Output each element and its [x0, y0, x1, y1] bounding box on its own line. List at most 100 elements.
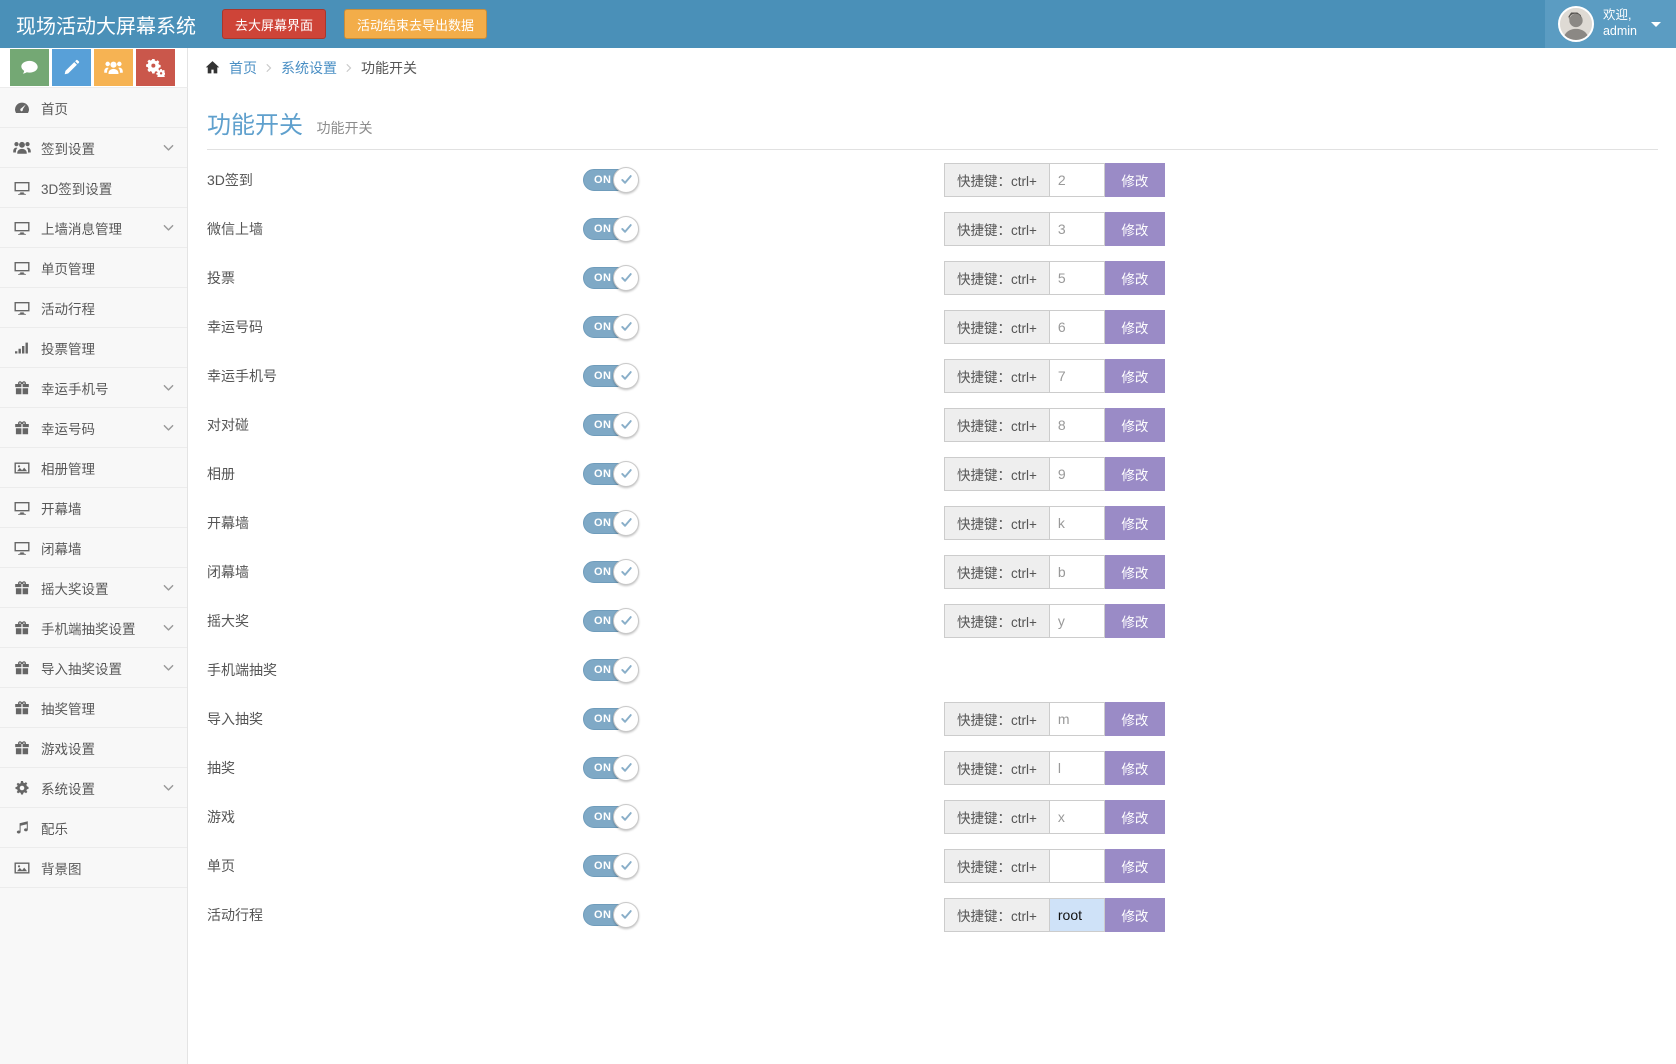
chevron-right-icon — [266, 63, 272, 73]
shortcut-key-input[interactable] — [1049, 750, 1105, 785]
shortcut-key-input[interactable] — [1049, 260, 1105, 295]
modify-button[interactable]: 修改 — [1104, 701, 1165, 736]
modify-button[interactable]: 修改 — [1104, 211, 1165, 246]
modify-button[interactable]: 修改 — [1104, 505, 1165, 540]
sidebar-item-11[interactable]: 闭幕墙 — [0, 528, 187, 568]
modify-button[interactable]: 修改 — [1104, 799, 1165, 834]
feature-toggle[interactable]: ON — [583, 264, 639, 291]
quick-pencil-button[interactable] — [52, 49, 91, 86]
feature-toggle[interactable]: ON — [583, 852, 639, 879]
sidebar-item-4[interactable]: 单页管理 — [0, 248, 187, 288]
modify-button[interactable]: 修改 — [1104, 162, 1165, 197]
sidebar-item-1[interactable]: 签到设置 — [0, 128, 187, 168]
sidebar-item-9[interactable]: 相册管理 — [0, 448, 187, 488]
sidebar-item-10[interactable]: 开幕墙 — [0, 488, 187, 528]
chevron-down-icon — [163, 664, 174, 672]
shortcut-key-input[interactable] — [1049, 456, 1105, 491]
shortcut-group: 快捷键：ctrl+ 修改 — [944, 701, 1165, 736]
shortcut-key-input[interactable] — [1049, 799, 1105, 834]
shortcut-group: 快捷键：ctrl+ 修改 — [944, 848, 1165, 883]
feature-label: 闭幕墙 — [207, 563, 249, 580]
feature-toggle[interactable]: ON — [583, 656, 639, 683]
modify-button[interactable]: 修改 — [1104, 407, 1165, 442]
modify-button[interactable]: 修改 — [1104, 358, 1165, 393]
shortcut-key-input[interactable] — [1049, 848, 1105, 883]
modify-button[interactable]: 修改 — [1104, 897, 1165, 932]
shortcut-key-input[interactable] — [1049, 505, 1105, 540]
modify-button[interactable]: 修改 — [1104, 554, 1165, 589]
shortcut-key-input[interactable] — [1049, 407, 1105, 442]
toggle-knob — [613, 558, 639, 585]
sidebar-item-17[interactable]: 系统设置 — [0, 768, 187, 808]
shortcut-key-input[interactable] — [1049, 603, 1105, 638]
shortcut-prefix-label: 快捷键：ctrl+ — [944, 456, 1050, 491]
feature-toggle[interactable]: ON — [583, 607, 639, 634]
feature-toggle[interactable]: ON — [583, 362, 639, 389]
feature-toggle[interactable]: ON — [583, 558, 639, 585]
feature-toggle[interactable]: ON — [583, 509, 639, 536]
toggle-knob — [613, 803, 639, 830]
modify-button[interactable]: 修改 — [1104, 848, 1165, 883]
modify-button[interactable]: 修改 — [1104, 309, 1165, 344]
sidebar-item-13[interactable]: 手机端抽奖设置 — [0, 608, 187, 648]
shortcut-key-input[interactable] — [1049, 162, 1105, 197]
shortcut-key-input[interactable] — [1049, 309, 1105, 344]
modify-button[interactable]: 修改 — [1104, 260, 1165, 295]
sidebar-item-5[interactable]: 活动行程 — [0, 288, 187, 328]
export-data-button[interactable]: 活动结束去导出数据 — [344, 9, 488, 39]
feature-toggle[interactable]: ON — [583, 460, 639, 487]
modify-button[interactable]: 修改 — [1104, 603, 1165, 638]
shortcut-key-input[interactable] — [1049, 358, 1105, 393]
feature-toggle[interactable]: ON — [583, 166, 639, 193]
user-menu[interactable]: 欢迎, admin — [1544, 0, 1676, 48]
feature-toggle[interactable]: ON — [583, 215, 639, 242]
breadcrumb-settings-link[interactable]: 系统设置 — [281, 59, 337, 76]
sidebar-item-18[interactable]: 配乐 — [0, 808, 187, 848]
sidebar-item-0[interactable]: 首页 — [0, 88, 187, 128]
sidebar-item-3[interactable]: 上墙消息管理 — [0, 208, 187, 248]
shortcut-prefix-label: 快捷键：ctrl+ — [944, 162, 1050, 197]
breadcrumb-home-link[interactable]: 首页 — [229, 59, 257, 76]
feature-toggle[interactable]: ON — [583, 901, 639, 928]
sidebar-item-12[interactable]: 摇大奖设置 — [0, 568, 187, 608]
shortcut-key-input[interactable] — [1049, 211, 1105, 246]
sidebar-item-2[interactable]: 3D签到设置 — [0, 168, 187, 208]
shortcut-key-input[interactable] — [1049, 701, 1105, 736]
feature-toggle[interactable]: ON — [583, 754, 639, 781]
shortcut-group: 快捷键：ctrl+ 修改 — [944, 897, 1165, 932]
chevron-down-icon — [163, 384, 174, 392]
big-screen-button[interactable]: 去大屏幕界面 — [222, 9, 327, 39]
feature-toggle[interactable]: ON — [583, 411, 639, 438]
chart-icon — [13, 340, 31, 356]
toggle-knob — [613, 166, 639, 193]
quick-cogs-button[interactable] — [136, 49, 175, 86]
sidebar-item-19[interactable]: 背景图 — [0, 848, 187, 888]
main-content: 功能开关 功能开关 3D签到 ON 快捷键：ctrl+ 修改 微信上墙 ON 快… — [188, 87, 1676, 1064]
feature-label: 游戏 — [207, 808, 235, 825]
sidebar-item-14[interactable]: 导入抽奖设置 — [0, 648, 187, 688]
sidebar-item-6[interactable]: 投票管理 — [0, 328, 187, 368]
feature-toggle[interactable]: ON — [583, 705, 639, 732]
gift-icon — [13, 380, 31, 396]
quick-chat-button[interactable] — [10, 49, 49, 86]
sidebar-item-label: 配乐 — [41, 821, 68, 837]
feature-row: 幸运号码 ON 快捷键：ctrl+ 修改 — [188, 302, 1676, 351]
feature-label: 微信上墙 — [207, 220, 263, 237]
sidebar-item-16[interactable]: 游戏设置 — [0, 728, 187, 768]
sidebar-item-15[interactable]: 抽奖管理 — [0, 688, 187, 728]
quick-users-button[interactable] — [94, 49, 133, 86]
sidebar-item-7[interactable]: 幸运手机号 — [0, 368, 187, 408]
image-icon — [13, 460, 31, 476]
shortcut-key-input[interactable] — [1049, 897, 1105, 932]
modify-button[interactable]: 修改 — [1104, 750, 1165, 785]
sidebar-item-8[interactable]: 幸运号码 — [0, 408, 187, 448]
monitor-icon — [13, 180, 31, 196]
feature-toggle[interactable]: ON — [583, 803, 639, 830]
gift-icon — [13, 420, 31, 436]
toggle-knob — [613, 460, 639, 487]
sidebar-item-label: 3D签到设置 — [41, 181, 113, 197]
shortcut-prefix-label: 快捷键：ctrl+ — [944, 309, 1050, 344]
shortcut-key-input[interactable] — [1049, 554, 1105, 589]
feature-toggle[interactable]: ON — [583, 313, 639, 340]
modify-button[interactable]: 修改 — [1104, 456, 1165, 491]
